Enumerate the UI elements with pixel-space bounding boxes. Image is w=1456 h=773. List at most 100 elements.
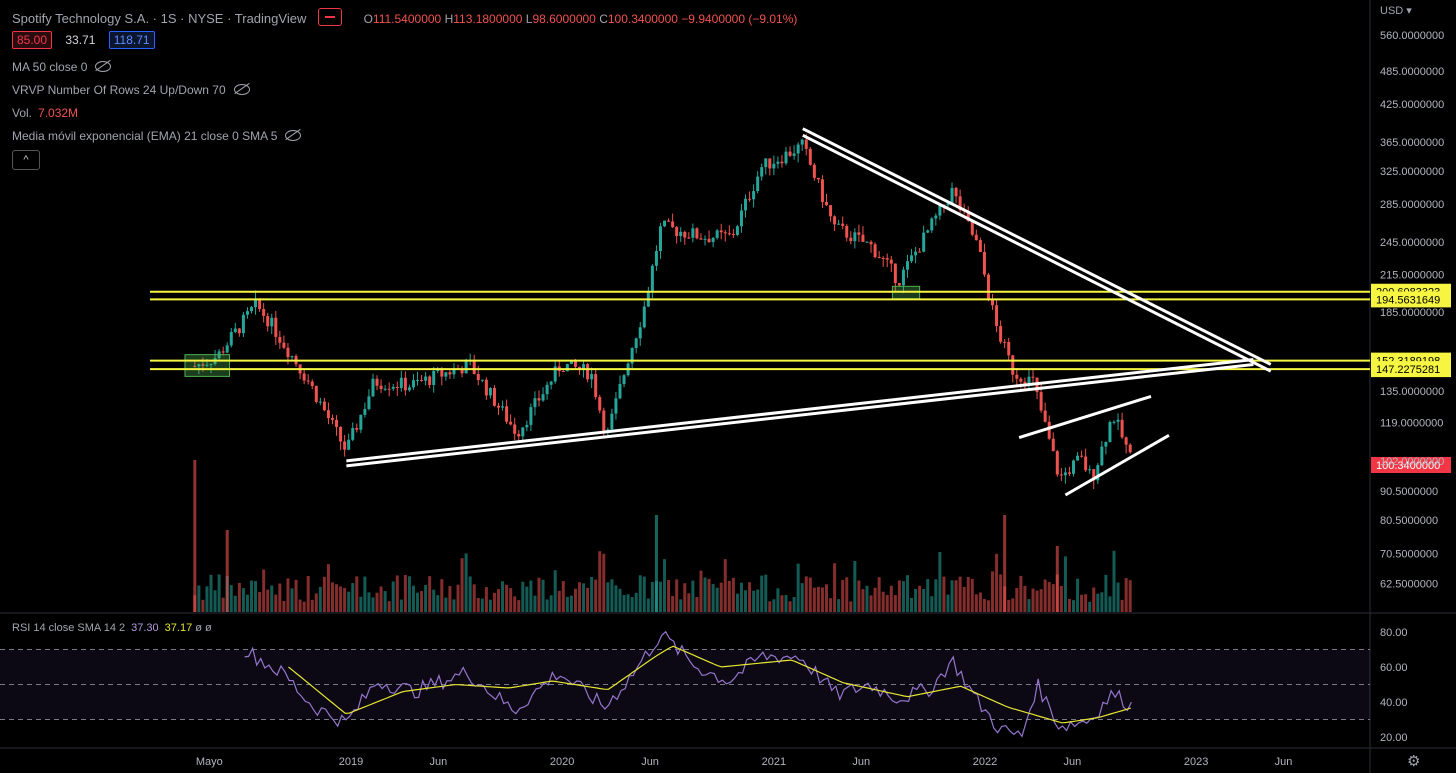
candle-body xyxy=(687,237,691,239)
hidden-eye-icon[interactable] xyxy=(285,130,302,141)
volume-bar xyxy=(703,577,707,612)
hidden-eye-icon[interactable] xyxy=(233,84,250,95)
candle-body xyxy=(703,238,707,240)
price-tick-label: 62.5000000 xyxy=(1380,578,1438,590)
gear-icon[interactable]: ⚙ xyxy=(1407,753,1421,770)
volume-bar xyxy=(448,586,452,612)
currency-selector[interactable]: USD ▾ xyxy=(1380,5,1412,17)
candle-body xyxy=(229,332,233,346)
volume-bar xyxy=(440,579,444,612)
candle-body xyxy=(752,191,756,200)
volume-bar xyxy=(768,601,772,612)
candle-body xyxy=(233,328,237,333)
candle-body xyxy=(978,240,982,252)
volume-bar xyxy=(784,595,788,612)
candle-body xyxy=(744,198,748,211)
time-tick-label: 2020 xyxy=(550,756,574,768)
candle-body xyxy=(845,225,849,238)
volume-bar xyxy=(565,596,569,612)
volume-bar xyxy=(541,579,545,612)
candle-body xyxy=(768,158,772,169)
volume-bar xyxy=(525,586,529,612)
volume-bar xyxy=(339,586,343,612)
volume-bar xyxy=(634,592,638,612)
volume-bar xyxy=(363,576,367,612)
volume-bar xyxy=(1047,581,1051,612)
volume-bar xyxy=(278,583,282,612)
volume-bar xyxy=(217,574,221,612)
volume-bar xyxy=(739,582,743,612)
volume-bar xyxy=(837,599,841,612)
collapse-legend-button[interactable]: ^ xyxy=(12,150,40,170)
candle-body xyxy=(1059,474,1063,476)
rsi-legend[interactable]: RSI 14 close SMA 14 2 37.30 37.17 ø ø xyxy=(12,622,212,634)
chart-style-icon[interactable] xyxy=(317,8,342,26)
candle-body xyxy=(399,377,403,389)
volume-bar xyxy=(658,581,662,612)
candle-body xyxy=(780,161,784,164)
candle-body xyxy=(363,408,367,415)
candle-body xyxy=(1051,438,1055,452)
volume-bars xyxy=(193,460,1132,612)
time-tick-label: Jun xyxy=(641,756,659,768)
price-tick-label: 135.0000000 xyxy=(1380,386,1444,398)
candle-body xyxy=(788,151,792,156)
volume-bar xyxy=(780,595,784,612)
volume-spike xyxy=(1003,515,1007,612)
candle-body xyxy=(914,251,918,256)
volume-bar xyxy=(865,585,869,612)
candle-body xyxy=(1104,441,1108,447)
candlesticks xyxy=(193,133,1132,490)
price-tick-label: 80.5000000 xyxy=(1380,515,1438,527)
volume-bar xyxy=(205,586,209,612)
candle-body xyxy=(930,218,934,231)
candle-body xyxy=(1007,342,1011,356)
indicator-volume[interactable]: Vol. 7.032M xyxy=(12,106,79,120)
volume-bar xyxy=(982,598,986,612)
volume-bar xyxy=(420,591,424,612)
volume-bar xyxy=(618,588,622,612)
volume-bar xyxy=(428,576,432,612)
candle-body xyxy=(654,251,658,266)
candle-body xyxy=(776,161,780,164)
volume-bar xyxy=(820,587,824,612)
candle-body xyxy=(221,351,225,353)
indicator-vrvp[interactable]: VRVP Number Of Rows 24 Up/Down 70 xyxy=(12,83,250,97)
hidden-eye-icon[interactable] xyxy=(95,61,112,72)
candle-body xyxy=(407,387,411,391)
volume-bar xyxy=(905,575,909,612)
candle-body xyxy=(420,379,424,381)
candle-body xyxy=(359,414,363,430)
volume-bar xyxy=(999,574,1003,612)
indicator-ema[interactable]: Media móvil exponencial (EMA) 21 close 0… xyxy=(12,129,302,143)
time-tick-label: 2022 xyxy=(973,756,997,768)
symbol-title[interactable]: Spotify Technology S.A. · 1S · NYSE · Tr… xyxy=(12,11,307,26)
candle-body xyxy=(1047,421,1051,439)
volume-bar xyxy=(452,599,456,612)
indicator-ma[interactable]: MA 50 close 0 xyxy=(12,60,112,74)
volume-bar xyxy=(1076,578,1080,612)
volume-bar xyxy=(638,575,642,612)
candle-body xyxy=(1124,437,1128,445)
sell-price-chip[interactable]: 85.00 xyxy=(12,31,53,49)
volume-bar xyxy=(594,579,598,612)
candle-body xyxy=(849,237,853,242)
volume-bar xyxy=(926,579,930,612)
candle-body xyxy=(784,151,788,164)
volume-bar xyxy=(355,576,359,612)
candle-body xyxy=(873,244,877,258)
candle-body xyxy=(1128,444,1132,453)
volume-bar xyxy=(314,593,318,612)
time-tick-label: 2019 xyxy=(339,756,363,768)
volume-bar xyxy=(1120,599,1124,612)
candle-body xyxy=(804,139,808,149)
trendline xyxy=(802,127,1272,366)
volume-bar xyxy=(675,579,679,612)
volume-bar xyxy=(436,595,440,612)
volume-bar xyxy=(262,569,266,612)
candle-body xyxy=(986,274,990,299)
volume-bar xyxy=(671,596,675,612)
buy-price-chip[interactable]: 118.71 xyxy=(108,31,155,49)
candle-body xyxy=(403,377,407,391)
